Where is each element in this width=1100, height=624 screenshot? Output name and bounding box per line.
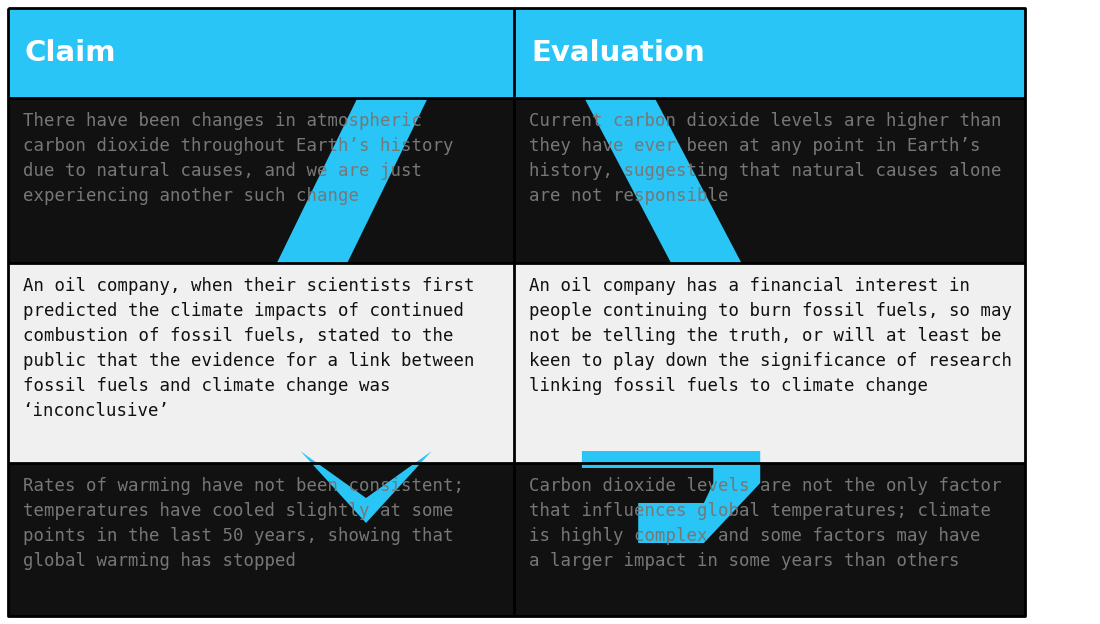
Text: Rates of warming have not been consistent;
temperatures have cooled slightly at : Rates of warming have not been consisten…: [22, 477, 463, 570]
Polygon shape: [277, 13, 470, 263]
Bar: [515, 463, 1025, 616]
Text: Carbon dioxide levels are not the only factor
that influences global temperature: Carbon dioxide levels are not the only f…: [529, 477, 1002, 570]
Text: An oil company has a financial interest in
people continuing to burn fossil fuel: An oil company has a financial interest …: [529, 277, 1012, 395]
Polygon shape: [234, 451, 497, 523]
Text: An oil company, when their scientists first
predicted the climate impacts of con: An oil company, when their scientists fi…: [22, 277, 474, 420]
Bar: [8, 98, 515, 263]
Bar: [8, 8, 515, 98]
Text: There have been changes in atmospheric
carbon dioxide throughout Earth’s history: There have been changes in atmospheric c…: [22, 112, 453, 205]
Polygon shape: [582, 451, 760, 543]
Bar: [8, 463, 515, 616]
Bar: [515, 98, 1025, 263]
Text: Current carbon dioxide levels are higher than
they have ever been at any point i: Current carbon dioxide levels are higher…: [529, 112, 1002, 205]
Bar: [8, 263, 515, 463]
Bar: [515, 263, 1025, 463]
Text: Evaluation: Evaluation: [531, 39, 705, 67]
Text: Claim: Claim: [24, 39, 115, 67]
Polygon shape: [540, 13, 741, 263]
Bar: [515, 8, 1025, 98]
